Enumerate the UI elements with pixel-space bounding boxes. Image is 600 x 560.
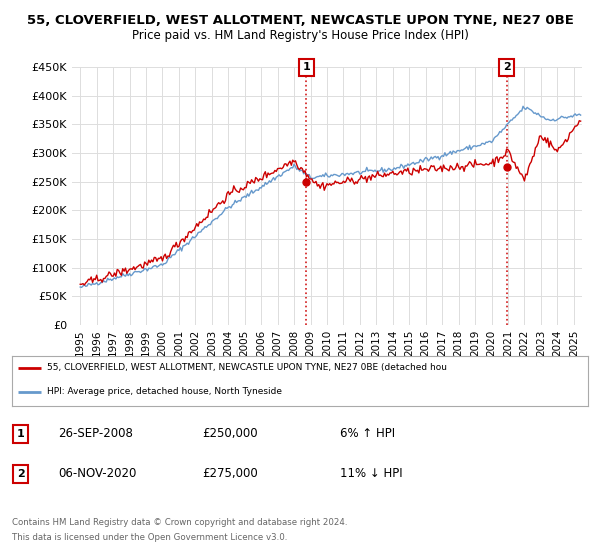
Text: 1: 1 <box>17 429 25 439</box>
Text: 55, CLOVERFIELD, WEST ALLOTMENT, NEWCASTLE UPON TYNE, NE27 0BE: 55, CLOVERFIELD, WEST ALLOTMENT, NEWCAST… <box>26 14 574 27</box>
Text: 6% ↑ HPI: 6% ↑ HPI <box>340 427 395 440</box>
Text: This data is licensed under the Open Government Licence v3.0.: This data is licensed under the Open Gov… <box>12 533 287 542</box>
Text: £275,000: £275,000 <box>202 468 258 480</box>
Text: 26-SEP-2008: 26-SEP-2008 <box>58 427 133 440</box>
Text: £250,000: £250,000 <box>202 427 258 440</box>
Text: 11% ↓ HPI: 11% ↓ HPI <box>340 468 403 480</box>
Text: 06-NOV-2020: 06-NOV-2020 <box>58 468 136 480</box>
Text: 55, CLOVERFIELD, WEST ALLOTMENT, NEWCASTLE UPON TYNE, NE27 0BE (detached hou: 55, CLOVERFIELD, WEST ALLOTMENT, NEWCAST… <box>47 363 446 372</box>
Text: Price paid vs. HM Land Registry's House Price Index (HPI): Price paid vs. HM Land Registry's House … <box>131 29 469 42</box>
Text: 2: 2 <box>503 62 511 72</box>
Text: 2: 2 <box>17 469 25 479</box>
Text: 1: 1 <box>302 62 310 72</box>
Text: Contains HM Land Registry data © Crown copyright and database right 2024.: Contains HM Land Registry data © Crown c… <box>12 518 347 527</box>
Text: HPI: Average price, detached house, North Tyneside: HPI: Average price, detached house, Nort… <box>47 388 281 396</box>
